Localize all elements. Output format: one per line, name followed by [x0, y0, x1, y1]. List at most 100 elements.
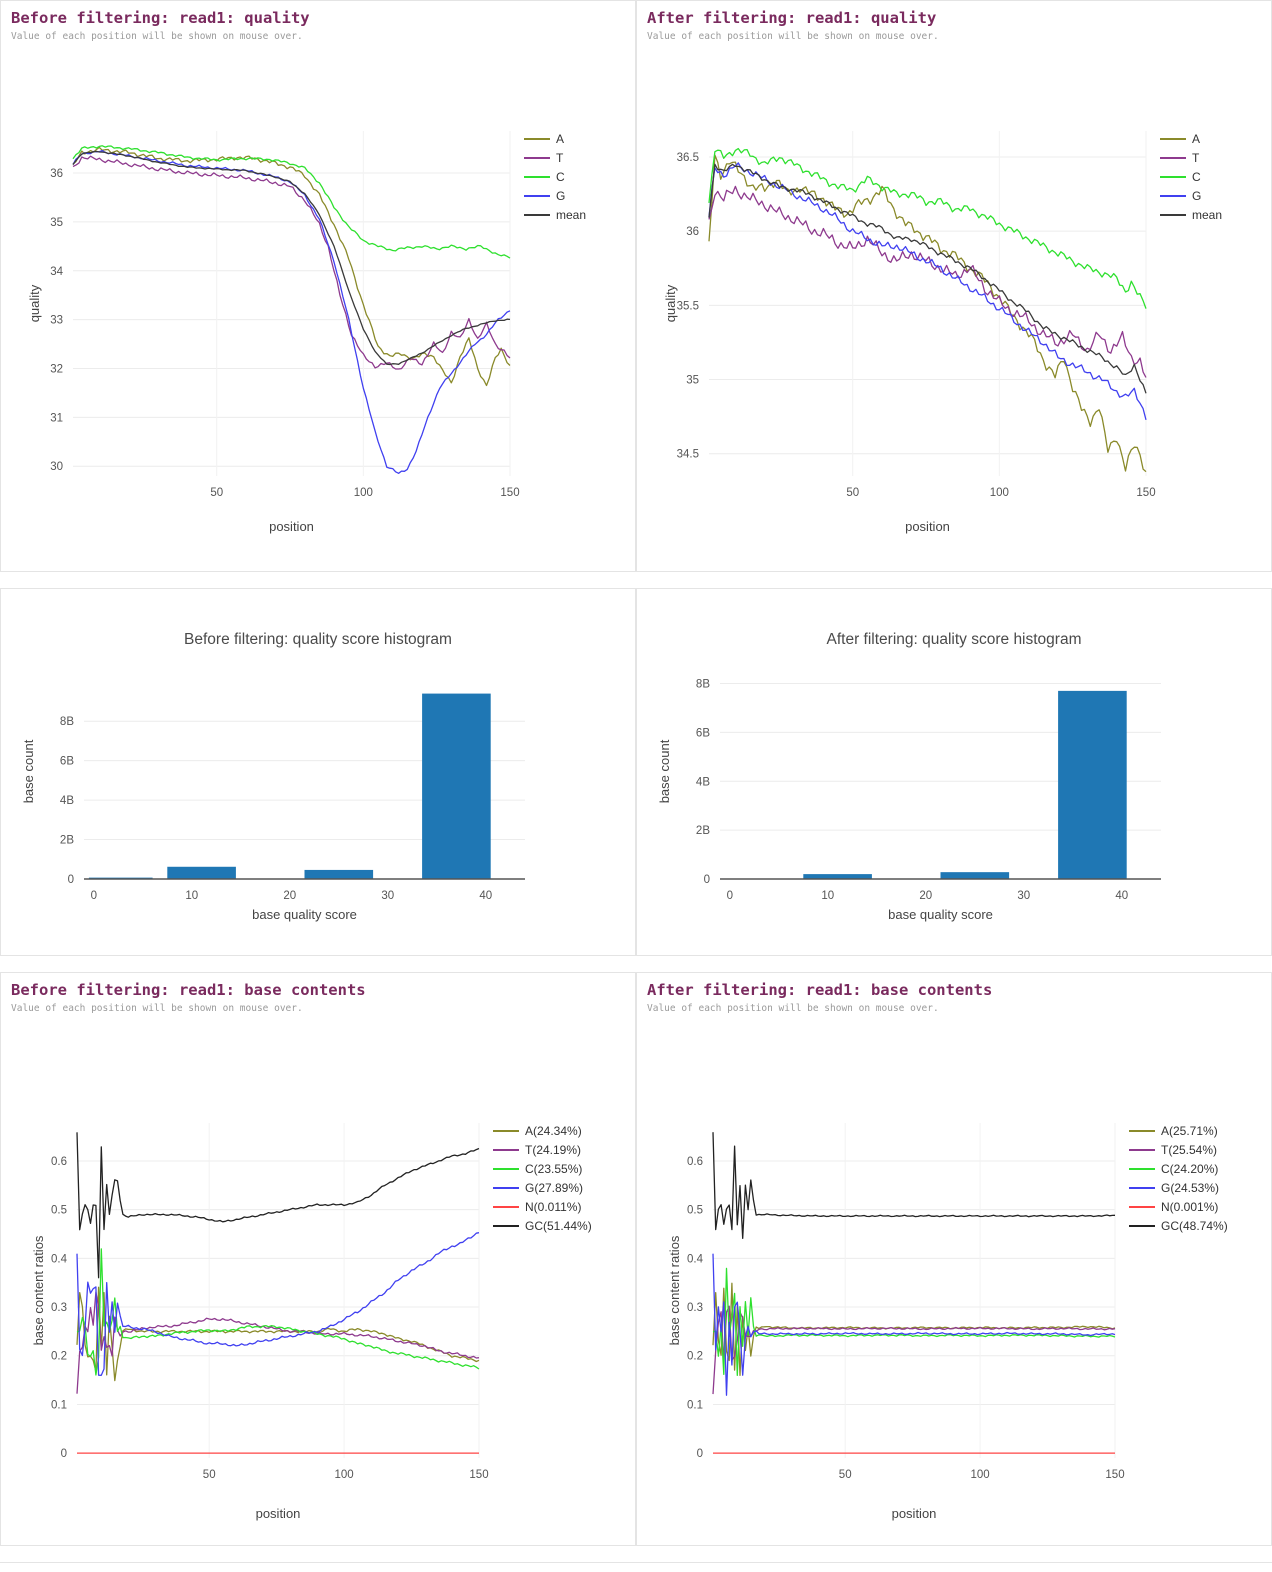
svg-text:base quality score: base quality score: [252, 907, 357, 922]
svg-text:2B: 2B: [696, 825, 710, 837]
panel-subtitle-quality-before: Value of each position will be shown on …: [11, 31, 303, 42]
svg-text:2B: 2B: [60, 835, 74, 847]
svg-text:50: 50: [210, 487, 223, 499]
svg-text:C: C: [1192, 170, 1201, 184]
svg-text:6B: 6B: [60, 756, 74, 768]
svg-text:base content ratios: base content ratios: [31, 1235, 46, 1345]
panel-quality-after: After filtering: read1: quality Value of…: [636, 0, 1272, 572]
svg-text:0.4: 0.4: [687, 1253, 704, 1265]
panel-title-content-before: Before filtering: read1: base contents: [11, 981, 366, 999]
svg-text:8B: 8B: [696, 679, 710, 691]
content-after-chart[interactable]: 0 0.1 0.2 0.3 0.4 0.5 0.6 50 100 150 A(25.71%) T(25…: [643, 1103, 1263, 1543]
svg-text:150: 150: [1136, 487, 1155, 499]
svg-text:50: 50: [846, 487, 859, 499]
svg-text:C(24.20%): C(24.20%): [1161, 1162, 1218, 1176]
svg-text:0.1: 0.1: [687, 1399, 703, 1411]
svg-text:0.2: 0.2: [51, 1351, 67, 1363]
svg-text:0: 0: [727, 890, 733, 902]
svg-text:4B: 4B: [60, 795, 74, 807]
svg-text:30: 30: [381, 890, 394, 902]
svg-text:G(24.53%): G(24.53%): [1161, 1181, 1219, 1195]
panel-title-quality-before: Before filtering: read1: quality: [11, 9, 310, 27]
svg-text:30: 30: [1017, 890, 1030, 902]
svg-text:T: T: [1192, 151, 1200, 165]
panel-subtitle-content-after: Value of each position will be shown on …: [647, 1003, 939, 1014]
svg-text:quality: quality: [27, 284, 42, 322]
panel-content-after: After filtering: read1: base contents Va…: [636, 972, 1272, 1546]
svg-text:0: 0: [697, 1448, 703, 1460]
svg-text:20: 20: [919, 890, 932, 902]
svg-text:0.6: 0.6: [51, 1156, 67, 1168]
svg-text:100: 100: [971, 1469, 990, 1481]
histogram-after-title: After filtering: quality score histogram: [826, 631, 1082, 648]
svg-text:0.1: 0.1: [51, 1399, 67, 1411]
svg-text:C(23.55%): C(23.55%): [525, 1162, 582, 1176]
svg-text:0: 0: [704, 874, 710, 886]
svg-text:position: position: [905, 519, 950, 534]
panel-quality-before: Before filtering: read1: quality Value o…: [0, 0, 636, 572]
content-before-chart[interactable]: 0 0.1 0.2 0.3 0.4 0.5 0.6 50 100 150 A(24.34%) T(24…: [7, 1103, 627, 1543]
svg-text:35: 35: [686, 375, 699, 387]
histogram-after-chart[interactable]: 0 2B 4B 6B 8B 0 10 20 30 40 base quality score base…: [643, 659, 1243, 944]
svg-text:G(27.89%): G(27.89%): [525, 1181, 583, 1195]
panel-content-before: Before filtering: read1: base contents V…: [0, 972, 636, 1546]
svg-text:100: 100: [354, 487, 373, 499]
panel-subtitle-content-before: Value of each position will be shown on …: [11, 1003, 303, 1014]
svg-text:36: 36: [686, 226, 699, 238]
svg-text:0.2: 0.2: [687, 1351, 703, 1363]
svg-text:position: position: [892, 1506, 937, 1521]
svg-text:30: 30: [50, 461, 63, 473]
panel-histogram-before: Before filtering: quality score histogra…: [0, 588, 636, 956]
svg-text:6B: 6B: [696, 727, 710, 739]
svg-text:0.3: 0.3: [687, 1302, 703, 1314]
svg-text:20: 20: [283, 890, 296, 902]
svg-text:0: 0: [68, 874, 74, 886]
svg-text:A: A: [1192, 132, 1200, 146]
svg-text:A: A: [556, 132, 564, 146]
svg-text:T(25.54%): T(25.54%): [1161, 1143, 1217, 1157]
svg-text:base count: base count: [21, 739, 36, 803]
svg-text:100: 100: [335, 1469, 354, 1481]
svg-text:0.6: 0.6: [687, 1156, 703, 1168]
svg-text:40: 40: [1115, 890, 1128, 902]
svg-text:35: 35: [50, 217, 63, 229]
svg-text:C: C: [556, 170, 565, 184]
svg-text:31: 31: [50, 412, 63, 424]
svg-text:A(24.34%): A(24.34%): [525, 1124, 582, 1138]
svg-text:base quality score: base quality score: [888, 907, 993, 922]
svg-text:150: 150: [469, 1469, 488, 1481]
svg-text:150: 150: [500, 487, 519, 499]
svg-text:100: 100: [990, 487, 1009, 499]
svg-text:50: 50: [839, 1469, 852, 1481]
panel-title-quality-after: After filtering: read1: quality: [647, 9, 937, 27]
svg-text:G: G: [556, 189, 565, 203]
svg-text:T: T: [556, 151, 564, 165]
svg-text:10: 10: [821, 890, 834, 902]
svg-text:N(0.001%): N(0.001%): [1161, 1200, 1218, 1214]
row-base-contents: Before filtering: read1: base contents V…: [0, 972, 1272, 1546]
svg-text:36: 36: [50, 168, 63, 180]
svg-text:35.5: 35.5: [677, 300, 699, 312]
svg-text:A(25.71%): A(25.71%): [1161, 1124, 1218, 1138]
svg-text:150: 150: [1105, 1469, 1124, 1481]
panel-subtitle-quality-after: Value of each position will be shown on …: [647, 31, 939, 42]
panel-histogram-after: After filtering: quality score histogram…: [636, 588, 1272, 956]
histogram-before-chart[interactable]: 0 2B 4B 6B 8B 0 10 20 30 40 base quality score base…: [7, 659, 607, 944]
svg-text:0: 0: [61, 1448, 67, 1460]
svg-text:50: 50: [203, 1469, 216, 1481]
svg-text:0.3: 0.3: [51, 1302, 67, 1314]
svg-text:base count: base count: [657, 739, 672, 803]
histogram-before-title: Before filtering: quality score histogra…: [184, 631, 452, 648]
svg-text:36.5: 36.5: [677, 152, 699, 164]
svg-text:0: 0: [91, 890, 97, 902]
svg-text:base content ratios: base content ratios: [667, 1235, 682, 1345]
svg-text:34.5: 34.5: [677, 449, 699, 461]
svg-text:0.4: 0.4: [51, 1253, 68, 1265]
svg-text:GC(48.74%): GC(48.74%): [1161, 1219, 1228, 1233]
svg-text:position: position: [269, 519, 314, 534]
panel-title-content-after: After filtering: read1: base contents: [647, 981, 993, 999]
svg-text:34: 34: [50, 266, 63, 278]
svg-text:mean: mean: [1192, 208, 1222, 222]
